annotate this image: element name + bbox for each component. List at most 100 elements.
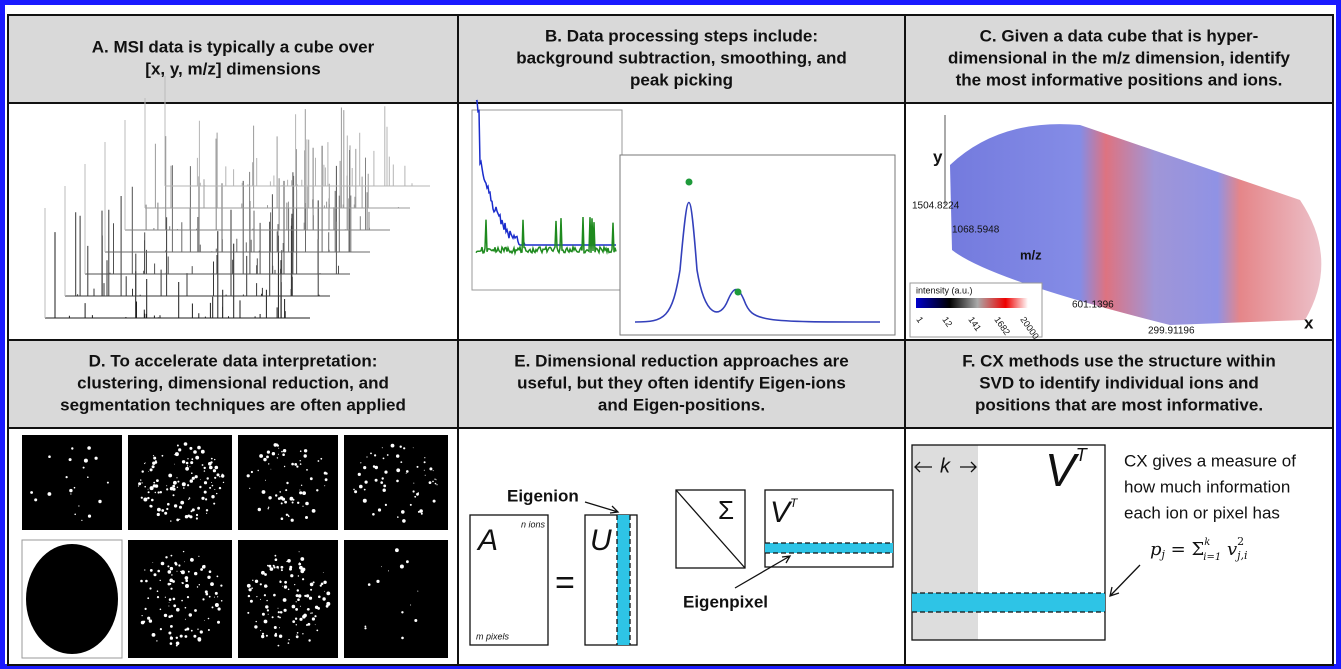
speckle <box>207 629 210 631</box>
speckle <box>279 496 284 500</box>
speckle <box>249 487 251 489</box>
speckle <box>299 565 303 570</box>
speckle <box>381 477 384 480</box>
speckle <box>175 644 178 647</box>
speckle <box>380 481 384 484</box>
speckle <box>220 584 223 587</box>
speckle <box>166 488 169 491</box>
speckle <box>203 490 207 494</box>
speckle <box>156 512 160 517</box>
speckle <box>154 461 158 464</box>
panel-title: C. Given a data cube that is hyper- <box>980 26 1259 45</box>
speckle <box>48 455 51 459</box>
speckle <box>106 481 109 484</box>
speckle <box>319 584 322 587</box>
speckle <box>160 561 165 566</box>
speckle <box>298 594 302 598</box>
speckle <box>295 594 299 598</box>
peak-plot-frame <box>619 154 896 336</box>
formula-part: j,i <box>1234 549 1247 562</box>
speckle <box>219 476 221 478</box>
tick-label: 299.91196 <box>1148 326 1195 337</box>
speckle <box>246 583 251 588</box>
speckle <box>291 604 296 609</box>
speckle <box>170 625 173 628</box>
speckle <box>374 454 377 457</box>
speckle <box>363 488 366 491</box>
speckle <box>298 551 300 553</box>
speckle <box>172 487 176 491</box>
speckle <box>221 474 225 478</box>
speckle <box>247 611 250 614</box>
speckle <box>205 498 208 501</box>
speckle <box>277 615 280 618</box>
speckle <box>207 617 210 620</box>
speckle <box>275 494 278 497</box>
colorbar <box>916 298 1028 308</box>
speckle <box>300 484 303 486</box>
speckle <box>154 484 159 488</box>
panel-title: [x, y, m/z] dimensions <box>145 59 320 78</box>
formula-part: = Σ <box>1165 539 1204 560</box>
speckle <box>205 509 209 512</box>
speckle <box>87 514 92 518</box>
speckle <box>147 597 150 600</box>
speckle <box>208 595 211 598</box>
speckle <box>170 520 172 522</box>
speckle <box>174 563 178 566</box>
speckle <box>190 629 193 632</box>
speckle <box>359 484 363 489</box>
speckle <box>303 449 308 453</box>
speckle <box>168 602 170 603</box>
speckle <box>261 490 266 494</box>
speckle <box>185 579 188 582</box>
speckle <box>255 620 257 623</box>
speckle <box>181 599 183 602</box>
speckle <box>413 482 415 484</box>
speckle <box>366 456 368 458</box>
speckle <box>216 575 219 578</box>
speckle <box>320 457 323 460</box>
speckle <box>306 594 310 598</box>
speckle <box>87 446 91 450</box>
segmentation-tile <box>344 540 448 658</box>
eigenion-strip <box>617 515 630 645</box>
speckle <box>277 611 280 614</box>
speckle <box>280 611 283 614</box>
speckle <box>412 490 415 493</box>
speckle <box>190 510 193 513</box>
label: m pixels <box>476 631 510 641</box>
speckle <box>203 470 206 472</box>
speckle <box>176 444 179 447</box>
speckle <box>434 482 437 485</box>
speckle <box>384 470 388 474</box>
speckle <box>259 454 263 458</box>
formula-part: j <box>1159 548 1166 561</box>
speckle <box>201 566 204 569</box>
speckle <box>189 446 193 450</box>
speckle <box>70 493 72 495</box>
speckle <box>186 627 190 631</box>
speckle <box>168 605 170 607</box>
speckle <box>285 489 288 492</box>
speckle <box>266 455 269 459</box>
matrix-vt <box>764 489 894 568</box>
speckle <box>265 605 269 609</box>
speckle <box>273 626 277 629</box>
speckle <box>432 480 434 483</box>
panel-title: segmentation techniques are often applie… <box>60 395 406 414</box>
speckle <box>269 567 274 571</box>
speckle <box>306 469 308 471</box>
speckle <box>256 596 258 598</box>
speckle <box>214 591 218 595</box>
speckle <box>279 616 281 619</box>
speckle <box>184 618 186 620</box>
panel-title: positions that are most informative. <box>975 395 1263 414</box>
raw-plot-frame <box>471 109 623 291</box>
speckle <box>298 562 302 566</box>
speckle <box>287 642 290 644</box>
speckle <box>172 597 176 601</box>
speckle <box>187 458 189 460</box>
speckle <box>309 582 314 587</box>
speckle <box>283 585 288 589</box>
